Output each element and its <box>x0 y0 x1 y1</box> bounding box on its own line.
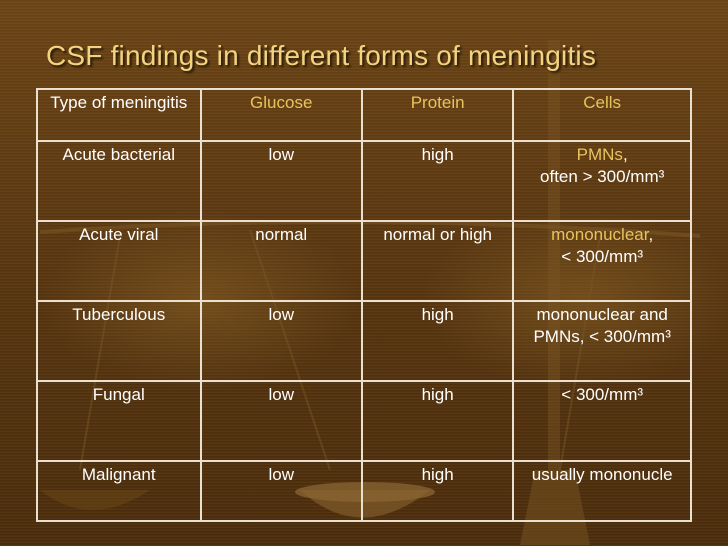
type-cell: Acute viral <box>36 220 202 302</box>
cells-cell: mononuclear, < 300/mm³ <box>512 220 692 302</box>
header-glucose: Glucose <box>199 88 363 142</box>
type-cell: Fungal <box>36 380 202 462</box>
protein-cell: high <box>360 140 515 222</box>
glucose-cell: low <box>199 300 363 382</box>
cells-comma: , <box>648 225 654 244</box>
type-cell: Tuberculous <box>36 300 202 382</box>
glucose-cell: low <box>199 140 363 222</box>
cells-cell: < 300/mm³ <box>512 380 692 462</box>
table-row: Tuberculous low high mononuclear and PMN… <box>36 300 692 382</box>
table-row: Malignant low high usually mononucle <box>36 460 692 522</box>
cells-cell: mononuclear and PMNs, < 300/mm³ <box>512 300 692 382</box>
table-row: Acute bacterial low high PMNs, often > 3… <box>36 140 692 222</box>
glucose-cell: normal <box>199 220 363 302</box>
cells-cell: PMNs, often > 300/mm³ <box>512 140 692 222</box>
cells-comma: , <box>622 145 628 164</box>
cells-highlight: mononuclear <box>551 225 649 244</box>
protein-cell: high <box>360 300 515 382</box>
header-type: Type of meningitis <box>36 88 202 142</box>
slide-title: CSF findings in different forms of menin… <box>46 40 597 71</box>
table-row: Fungal low high < 300/mm³ <box>36 380 692 462</box>
table-row: Acute viral normal normal or high mononu… <box>36 220 692 302</box>
glucose-cell: low <box>199 460 363 522</box>
header-cells: Cells <box>512 88 692 142</box>
type-cell: Malignant <box>36 460 202 522</box>
protein-cell: normal or high <box>360 220 515 302</box>
cells-highlight: PMNs <box>576 145 623 164</box>
cells-count: < 300/mm³ <box>561 247 644 266</box>
cells-count: often > 300/mm³ <box>540 167 665 186</box>
protein-cell: high <box>360 380 515 462</box>
cells-cell: usually mononucle <box>512 460 692 522</box>
type-cell: Acute bacterial <box>36 140 202 222</box>
glucose-cell: low <box>199 380 363 462</box>
header-protein: Protein <box>360 88 515 142</box>
table-header-row: Type of meningitis Glucose Protein Cells <box>36 88 692 142</box>
protein-cell: high <box>360 460 515 522</box>
csf-findings-table: Type of meningitis Glucose Protein Cells… <box>36 88 692 522</box>
